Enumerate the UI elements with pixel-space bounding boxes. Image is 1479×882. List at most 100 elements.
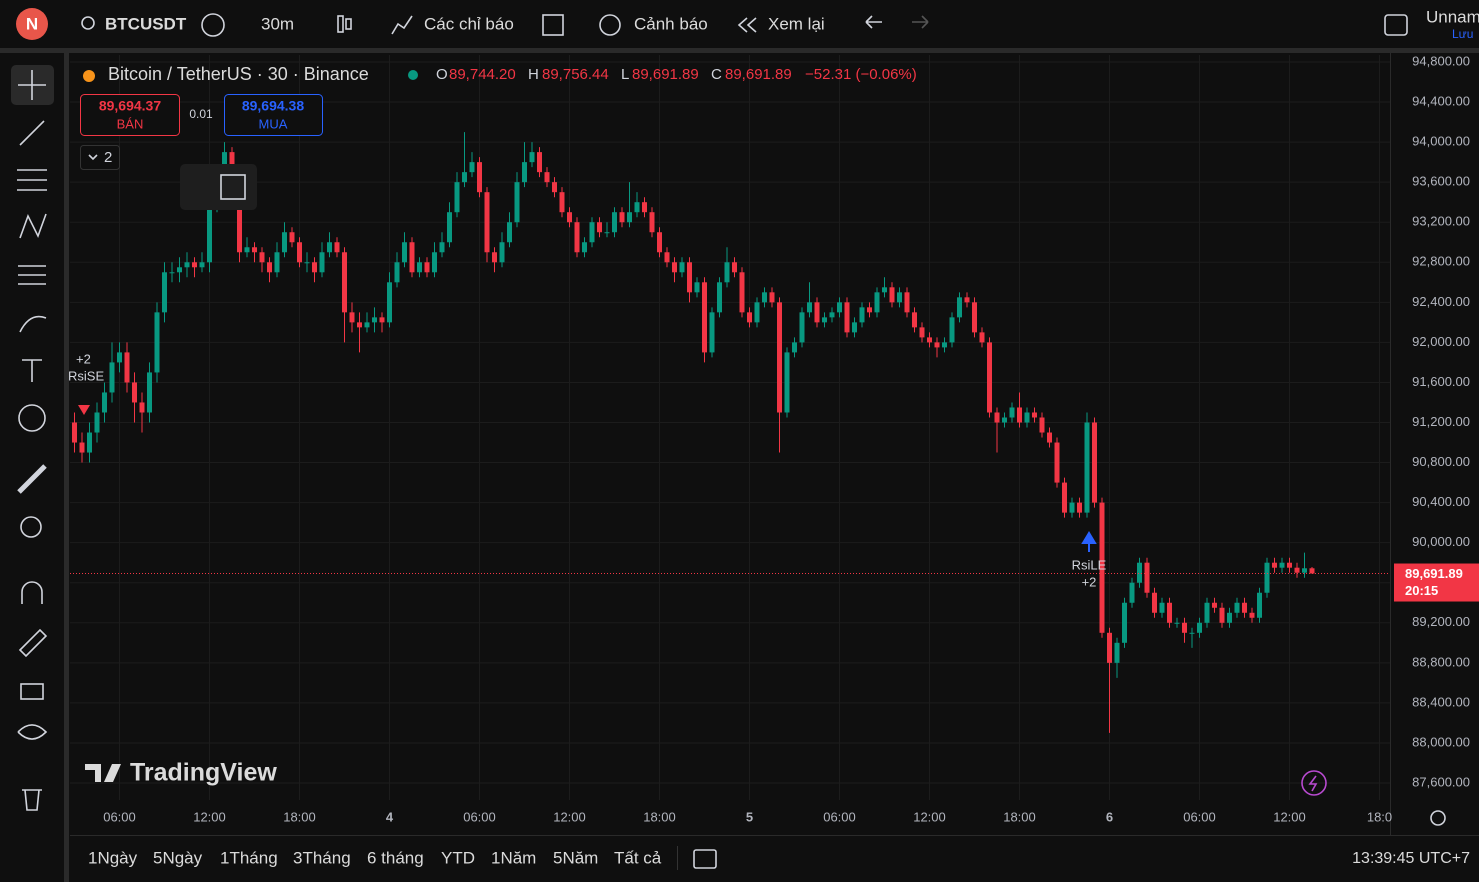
candle-body [544, 172, 550, 183]
candle-body [822, 317, 827, 323]
candle-body [829, 312, 835, 318]
quantity[interactable]: 0.01 [189, 107, 213, 121]
candle-body [604, 232, 610, 234]
brush-tool[interactable] [19, 315, 47, 333]
x-tick-label: 06:00 [103, 809, 136, 824]
candle-body [1257, 592, 1262, 618]
candle-body [739, 272, 745, 313]
alerts[interactable]: Cảnh báo [634, 14, 708, 33]
settings[interactable] [1430, 810, 1446, 826]
price-tag-countdown: 20:15 [1405, 583, 1438, 598]
magnet-tool[interactable] [21, 581, 43, 604]
templates-icon[interactable] [542, 14, 564, 36]
candle-body [919, 327, 925, 338]
candle-body [409, 242, 415, 273]
y-tick-label: 91,200.00 [1412, 414, 1470, 429]
fib-tool[interactable] [17, 169, 47, 191]
separator [677, 846, 678, 870]
x-tick-label: 06:00 [823, 809, 856, 824]
candle-body [184, 262, 190, 268]
candle-body [619, 212, 625, 223]
candle-body [282, 232, 287, 253]
range-button[interactable]: 1Ngày [88, 848, 138, 867]
candle-body [147, 372, 152, 413]
candle-body [349, 312, 355, 323]
forecast-tool[interactable] [18, 265, 46, 285]
range-button[interactable]: 3Tháng [293, 848, 351, 867]
y-tick-label: 92,800.00 [1412, 254, 1470, 269]
candle-body [432, 252, 437, 273]
trendline-tool[interactable] [19, 120, 45, 146]
pattern-tool[interactable] [19, 213, 47, 239]
candle-body [1114, 642, 1120, 663]
market-status [408, 70, 418, 80]
legend-o-value: 89,744.20 [449, 66, 516, 83]
visibility-tool[interactable] [17, 724, 48, 740]
candle-body [139, 402, 145, 413]
candle-body [1197, 622, 1202, 633]
save-status: Lưu [1452, 27, 1473, 41]
range-button[interactable]: 6 tháng [367, 848, 424, 867]
candle-body [297, 242, 302, 263]
sell-button[interactable] [80, 94, 180, 136]
range-button[interactable]: Tất cả [614, 848, 662, 867]
collapse-button[interactable] [80, 145, 120, 170]
range-button[interactable]: 5Năm [553, 848, 598, 867]
x-tick-label: 18:00 [1003, 809, 1036, 824]
candle-body [964, 297, 970, 303]
legend-l: L [621, 66, 629, 83]
candle-body [672, 262, 677, 273]
candle-body [1227, 612, 1232, 623]
y-tick-label: 88,800.00 [1412, 654, 1470, 669]
chart-type-icon[interactable] [337, 15, 344, 33]
draw-mode-tool[interactable] [18, 628, 48, 658]
legend-c-value: 89,691.89 [725, 66, 792, 83]
candle-body [859, 307, 865, 323]
ruler-tool[interactable] [17, 464, 47, 494]
candle-body [72, 422, 77, 443]
candle-body [1189, 632, 1195, 634]
replay[interactable]: Xem lại [768, 14, 825, 33]
interval[interactable]: 30m [261, 14, 294, 33]
select-tool[interactable] [220, 174, 246, 200]
clock[interactable]: 13:39:45 UTC+7 [1352, 850, 1470, 867]
range-button[interactable]: 1Tháng [220, 848, 278, 867]
candle-body [837, 302, 842, 313]
candle-body [559, 192, 565, 213]
buy-button[interactable] [224, 94, 323, 136]
trash-tool[interactable] [22, 789, 42, 811]
avatar[interactable] [16, 8, 48, 40]
range-button[interactable]: 1Năm [491, 848, 536, 867]
x-tick-label: 06:00 [1183, 809, 1216, 824]
candle-body [207, 202, 212, 263]
add-symbol[interactable] [201, 13, 225, 37]
redo[interactable] [912, 15, 929, 29]
y-tick-label: 94,800.00 [1412, 53, 1470, 68]
layout-icon[interactable] [1384, 14, 1408, 36]
goto-date[interactable] [693, 849, 717, 869]
emoji-tool[interactable] [18, 404, 46, 432]
y-tick-label: 87,600.00 [1412, 774, 1470, 789]
range-button[interactable]: 5Ngày [153, 848, 203, 867]
y-tick-label: 90,000.00 [1412, 534, 1470, 549]
candle-body [664, 252, 670, 263]
symbol[interactable]: BTCUSDT [105, 14, 187, 33]
candle-body [117, 352, 122, 363]
candle-body [972, 302, 977, 333]
zoom-tool[interactable] [20, 516, 42, 538]
candle-body [274, 252, 280, 273]
lightning[interactable] [1301, 770, 1327, 796]
text-tool[interactable] [22, 359, 42, 382]
undo[interactable] [865, 15, 882, 29]
signal-count: +2 [1082, 574, 1097, 589]
indicators[interactable]: Các chỉ báo [424, 14, 514, 33]
candle-body [1054, 442, 1060, 483]
candle-body [537, 152, 542, 173]
candle-body [552, 182, 557, 193]
candle-body [1092, 422, 1097, 503]
candle-body [874, 292, 880, 313]
lock-tool[interactable] [20, 683, 44, 700]
layout-name[interactable]: Unnam [1426, 7, 1479, 26]
range-button[interactable]: YTD [441, 848, 475, 867]
